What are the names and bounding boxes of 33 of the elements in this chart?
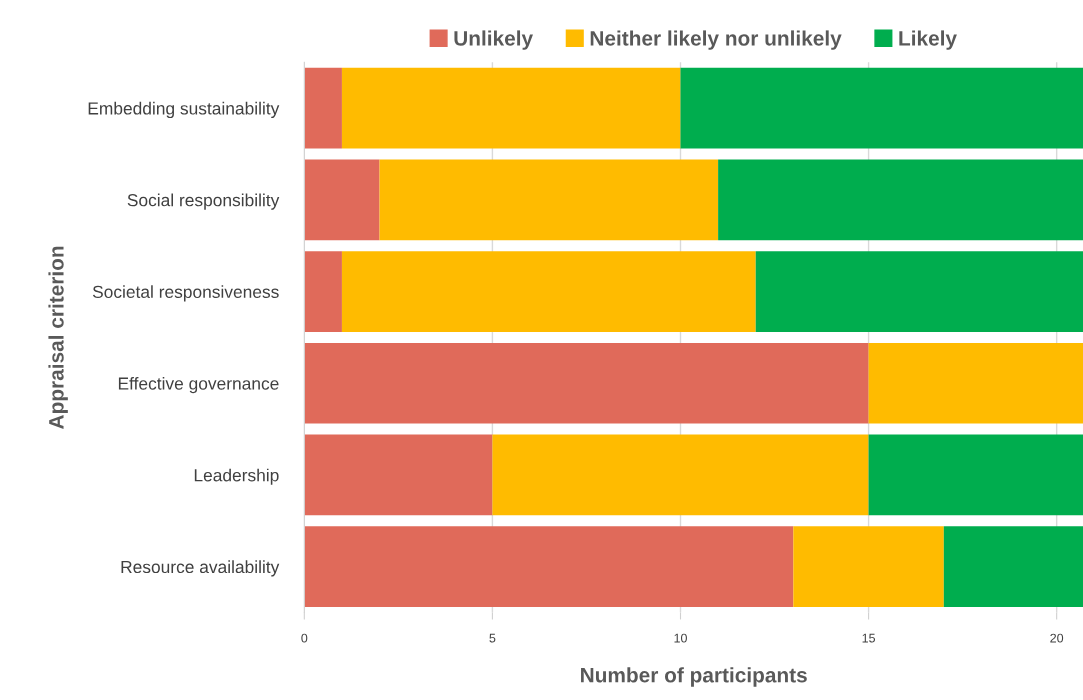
- bar: [755, 251, 1083, 332]
- bar: [304, 159, 380, 241]
- bar: [943, 526, 1083, 607]
- bar: [379, 159, 719, 241]
- bar: [341, 251, 756, 332]
- bar: [304, 251, 342, 332]
- bar: [868, 434, 1083, 516]
- y-tick-label: Leadership: [194, 468, 279, 485]
- legend-label: Neither likely nor unlikely: [590, 30, 842, 50]
- y-tick-label: Social responsibility: [127, 193, 280, 210]
- x-tick-label: 15: [862, 633, 876, 643]
- bar: [492, 434, 869, 516]
- x-tick-label: 20: [1050, 633, 1064, 643]
- y-axis-title: Appraisal criterion: [48, 246, 68, 429]
- y-tick-label: Societal responsiveness: [92, 285, 279, 302]
- x-tick-label: 5: [489, 633, 496, 643]
- bar: [304, 342, 869, 424]
- bar: [341, 67, 681, 149]
- legend-label: Likely: [899, 30, 957, 50]
- x-tick-label: 10: [674, 633, 687, 643]
- x-axis-title: Number of participants: [581, 667, 807, 687]
- bar: [793, 526, 944, 607]
- bar: [868, 342, 1083, 424]
- bar: [304, 67, 342, 149]
- y-tick-label: Embedding sustainability: [88, 101, 280, 119]
- bar: [680, 67, 1083, 149]
- bar: [304, 434, 493, 516]
- y-tick-label: Resource availability: [121, 560, 280, 577]
- legend-label: Unlikely: [454, 30, 533, 50]
- bar: [304, 526, 794, 607]
- x-tick-label: 0: [301, 633, 308, 643]
- y-tick-label: Effective governance: [118, 376, 279, 394]
- bar: [718, 159, 1083, 241]
